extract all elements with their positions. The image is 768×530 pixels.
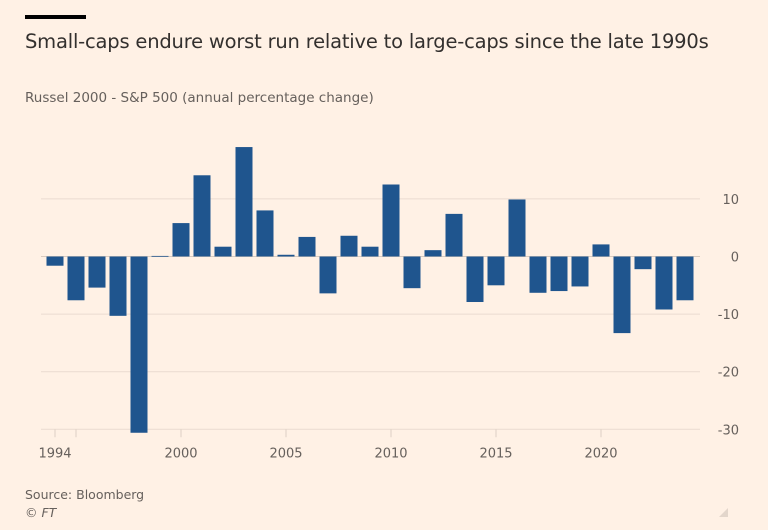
ft-top-rule — [25, 15, 86, 19]
bar-2005 — [277, 254, 295, 257]
y-axis: 10 0 -10 -20 -30 — [718, 193, 739, 438]
chart-title: Small-caps endure worst run relative to … — [25, 30, 709, 53]
bar-2013 — [445, 213, 463, 257]
bar-1997 — [109, 256, 127, 316]
x-tick-label: 2015 — [479, 446, 512, 461]
y-tick-label: -20 — [718, 366, 739, 381]
bar-2018 — [550, 256, 568, 292]
resize-corner-icon — [719, 508, 728, 517]
bar-2010 — [382, 184, 400, 257]
bar-2004 — [256, 210, 274, 257]
x-axis: 1994 2000 2005 2010 2015 2020 — [38, 429, 618, 461]
bar-1995 — [67, 256, 85, 301]
bar-2006 — [298, 236, 316, 257]
bar-2012 — [424, 250, 442, 257]
bar-2023 — [655, 256, 673, 310]
bar-1994 — [46, 256, 64, 266]
copyright-note: © FT — [25, 505, 57, 520]
bar-1999 — [151, 255, 169, 257]
bars — [46, 147, 694, 433]
bar-2022 — [634, 256, 652, 270]
bar-2020 — [592, 244, 610, 257]
x-tick-label: 2000 — [164, 446, 197, 461]
bar-2007 — [319, 256, 337, 294]
bar-2002 — [214, 246, 232, 257]
x-tick-label: 2020 — [584, 446, 617, 461]
bar-2003 — [235, 147, 253, 257]
bar-2000 — [172, 223, 190, 257]
y-tick-label: 10 — [722, 193, 739, 208]
bar-2008 — [340, 235, 358, 257]
x-tick-label: 2005 — [269, 446, 302, 461]
y-tick-label: -30 — [718, 423, 739, 438]
bar-2019 — [571, 256, 589, 287]
bar-2009 — [361, 246, 379, 257]
source-note: Source: Bloomberg — [25, 487, 145, 502]
y-tick-label: 0 — [731, 251, 739, 266]
bar-2014 — [466, 256, 484, 303]
bar-2024 — [676, 256, 694, 301]
bar-1998 — [130, 256, 148, 433]
bar-2016 — [508, 199, 526, 257]
bar-1996 — [88, 256, 106, 288]
bar-2001 — [193, 175, 211, 257]
bar-2011 — [403, 256, 421, 289]
bar-2021 — [613, 256, 631, 334]
bar-2015 — [487, 256, 505, 286]
x-tick-label: 2010 — [374, 446, 407, 461]
y-tick-label: -10 — [718, 308, 739, 323]
x-tick-label: 1994 — [38, 446, 71, 461]
bar-2017 — [529, 256, 547, 293]
bar-chart: 10 0 -10 -20 -30 1994 2000 2005 2010 2015 2020 — [38, 147, 739, 461]
chart-subtitle: Russel 2000 - S&P 500 (annual percentage… — [25, 90, 374, 106]
